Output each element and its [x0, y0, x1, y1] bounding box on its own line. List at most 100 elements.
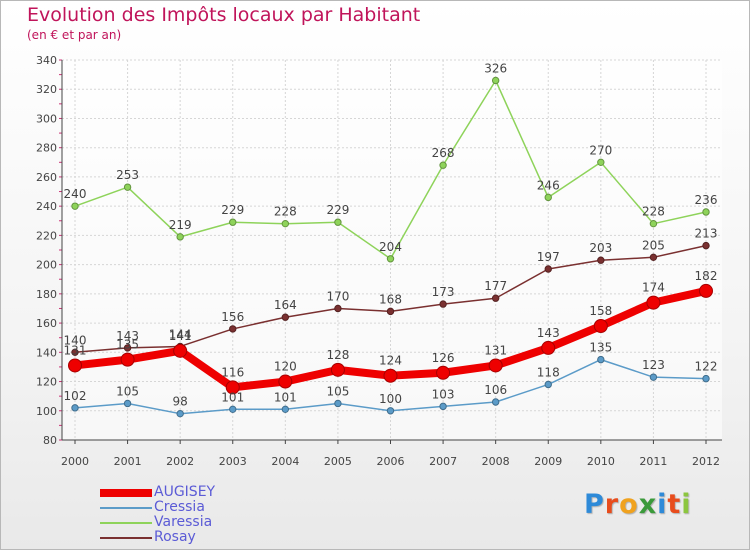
data-point-varessia [439, 161, 447, 169]
data-label-augisey: 116 [221, 365, 244, 379]
data-point-augisey [68, 358, 82, 373]
data-point-cressia [702, 374, 710, 383]
legend-label-varessia: Varessia [154, 514, 213, 530]
data-label-rosay: 144 [169, 327, 192, 341]
data-label-augisey: 131 [484, 343, 507, 357]
logo-letter: i [681, 489, 692, 520]
legend: AUGISEY Cressia Varessia Rosay [100, 485, 215, 545]
y-tick-label: 80 [43, 434, 57, 447]
y-tick-label: 100 [36, 405, 57, 418]
data-label-rosay: 197 [537, 250, 560, 264]
data-label-varessia: 240 [64, 187, 87, 201]
data-label-rosay: 143 [116, 329, 139, 343]
data-point-rosay [439, 300, 447, 308]
data-label-augisey: 131 [64, 343, 87, 357]
data-point-rosay [281, 313, 290, 321]
data-point-varessia [702, 208, 710, 216]
x-tick-label: 2011 [639, 455, 667, 468]
y-tick-label: 160 [36, 317, 57, 330]
data-point-cressia [597, 355, 605, 364]
data-point-rosay [491, 294, 500, 302]
data-label-augisey: 143 [537, 326, 560, 340]
data-point-cressia [176, 409, 184, 418]
y-tick-label: 220 [36, 229, 57, 242]
legend-item-varessia: Varessia [100, 515, 215, 530]
chart-subtitle: (en € et par an) [27, 28, 122, 42]
data-label-augisey: 135 [116, 338, 139, 352]
data-label-rosay: 140 [64, 333, 87, 347]
data-point-cressia [439, 402, 447, 411]
legend-label-augisey: AUGISEY [154, 484, 216, 500]
data-label-varessia: 229 [221, 203, 244, 217]
data-label-rosay: 164 [274, 298, 297, 312]
data-label-augisey: 128 [326, 348, 349, 362]
data-label-cressia: 123 [642, 358, 665, 372]
data-point-rosay [334, 304, 342, 313]
data-label-augisey: 158 [589, 304, 612, 318]
data-label-cressia: 105 [326, 384, 349, 398]
x-tick-label: 2001 [114, 455, 142, 468]
data-point-augisey [330, 362, 345, 377]
proxiti-logo: Proxiti [584, 489, 692, 520]
data-point-rosay [597, 256, 605, 264]
y-tick-label: 140 [36, 346, 57, 359]
data-label-rosay: 205 [642, 238, 665, 252]
data-label-augisey: 174 [642, 281, 665, 295]
data-label-varessia: 246 [537, 178, 560, 192]
legend-swatch-rosay [100, 536, 152, 539]
x-tick-label: 2008 [482, 455, 510, 468]
legend-swatch-augisey [100, 488, 152, 497]
data-point-cressia [491, 398, 500, 406]
data-label-augisey: 124 [379, 354, 402, 368]
legend-item-rosay: Rosay [100, 530, 215, 545]
data-label-cressia: 101 [221, 390, 244, 404]
y-tick-label: 340 [36, 54, 57, 67]
data-point-varessia [71, 202, 79, 210]
data-label-rosay: 168 [379, 292, 402, 306]
data-label-cressia: 105 [116, 384, 139, 398]
data-label-varessia: 236 [695, 193, 718, 207]
y-tick-label: 300 [36, 112, 57, 125]
data-label-cressia: 122 [695, 360, 718, 374]
logo-letter: i [657, 489, 668, 520]
data-point-augisey [646, 295, 661, 310]
data-point-rosay [649, 253, 658, 262]
data-label-rosay: 177 [484, 279, 507, 293]
legend-item-augisey: AUGISEY [100, 485, 215, 500]
data-point-varessia [491, 76, 500, 85]
data-point-augisey [593, 319, 608, 333]
x-tick-label: 2010 [587, 455, 615, 468]
data-point-varessia [229, 218, 237, 226]
data-label-rosay: 156 [221, 310, 244, 324]
legend-label-rosay: Rosay [154, 529, 196, 545]
data-label-cressia: 98 [173, 395, 188, 409]
data-label-varessia: 228 [274, 205, 297, 219]
x-tick-label: 2006 [377, 455, 405, 468]
data-label-rosay: 173 [432, 285, 455, 299]
data-point-cressia [229, 405, 237, 414]
data-point-augisey [699, 283, 713, 298]
data-label-cressia: 135 [589, 341, 612, 355]
data-point-augisey [541, 340, 556, 355]
legend-label-cressia: Cressia [154, 499, 205, 515]
data-label-varessia: 268 [432, 146, 455, 160]
axes: 80 100 120 140 160 180 200 220 240 260 280 300 320 34… [36, 54, 722, 468]
y-tick-label: 280 [36, 142, 57, 155]
x-tick-label: 2005 [324, 455, 352, 468]
data-label-cressia: 118 [537, 365, 560, 379]
data-point-varessia [281, 219, 290, 228]
legend-swatch-varessia [100, 521, 152, 524]
data-point-varessia [176, 233, 184, 241]
legend-item-cressia: Cressia [100, 500, 215, 515]
data-point-augisey [225, 380, 240, 395]
data-point-augisey [488, 358, 503, 373]
x-tick-label: 2000 [61, 455, 89, 468]
data-label-cressia: 102 [64, 389, 87, 403]
data-point-rosay [702, 241, 710, 250]
data-point-rosay [229, 325, 237, 333]
data-point-cressia [281, 405, 290, 414]
data-point-augisey [383, 368, 398, 383]
data-point-cressia [123, 399, 132, 408]
x-tick-label: 2004 [271, 455, 299, 468]
